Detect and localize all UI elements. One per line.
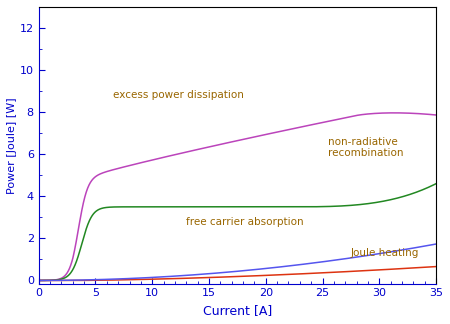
Text: non-radiative
recombination: non-radiative recombination [328, 137, 404, 158]
X-axis label: Current [A]: Current [A] [203, 304, 272, 317]
Text: free carrier absorption: free carrier absorption [186, 217, 304, 227]
Text: excess power dissipation: excess power dissipation [112, 89, 243, 99]
Y-axis label: Power [Joule] [W]: Power [Joule] [W] [7, 97, 17, 194]
Text: Joule heating: Joule heating [351, 249, 419, 258]
